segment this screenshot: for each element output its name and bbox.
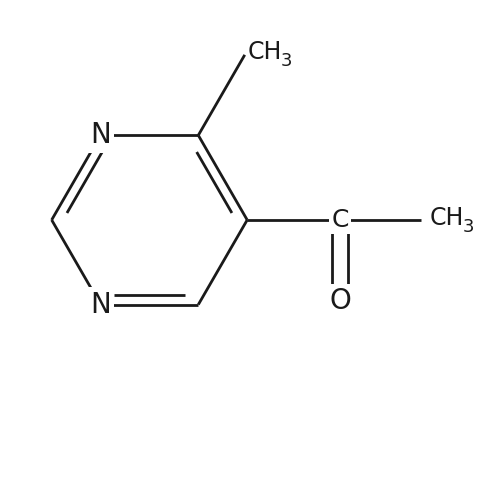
Text: CH: CH [247, 40, 282, 64]
Text: O: O [329, 286, 351, 315]
Text: CH: CH [430, 206, 464, 230]
Text: 3: 3 [280, 52, 292, 70]
Text: N: N [90, 291, 111, 319]
Text: N: N [90, 121, 111, 149]
Text: 3: 3 [463, 218, 474, 236]
Text: C: C [331, 208, 349, 232]
